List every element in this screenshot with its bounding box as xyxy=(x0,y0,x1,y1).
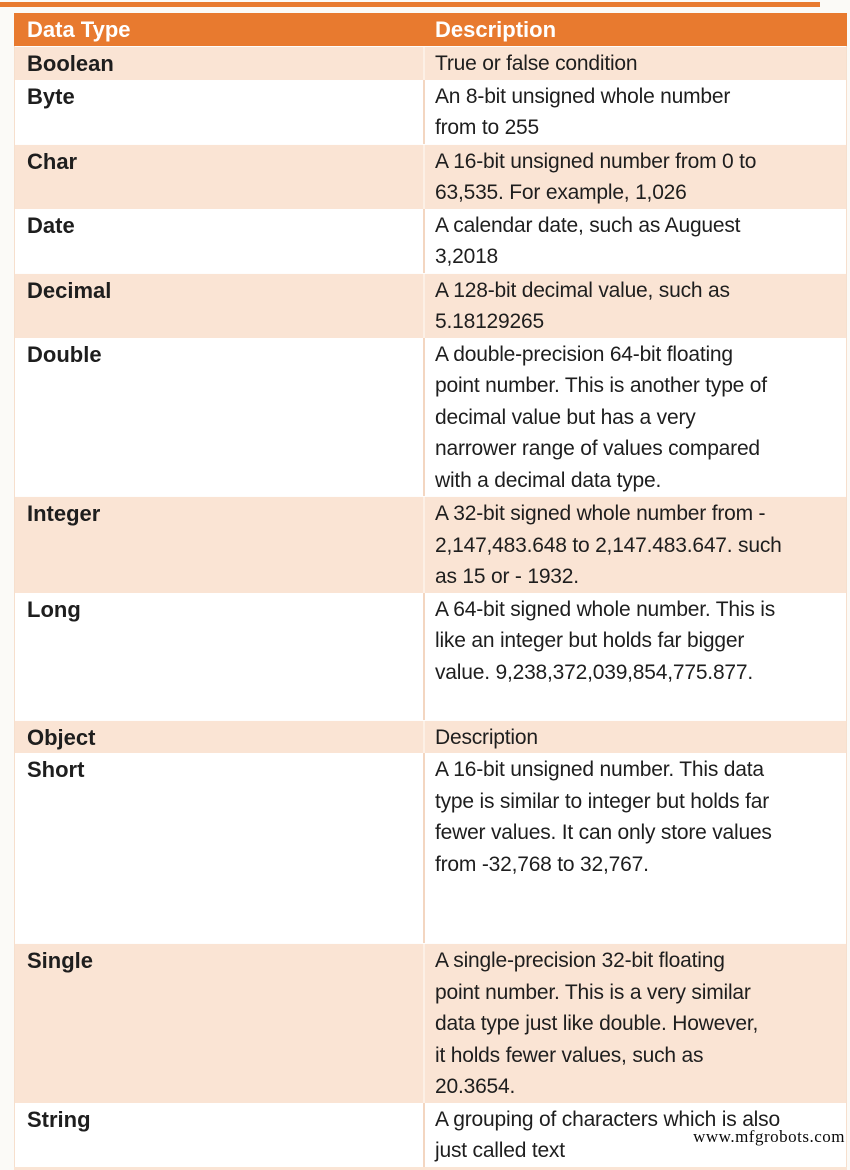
data-type-cell: Integer xyxy=(27,501,101,526)
header-data-type: Data Type xyxy=(27,17,131,42)
data-type-cell: Date xyxy=(27,212,75,238)
table-bottom-edge xyxy=(14,1166,847,1170)
description-cell: True or false condition xyxy=(423,47,846,80)
data-type-cell: Double xyxy=(27,341,102,367)
description-cell: A 128-bit decimal value, such as 5.18129… xyxy=(423,273,846,338)
table-row-date: Date A calendar date, such as Auguest 3,… xyxy=(15,208,846,273)
data-type-cell: String xyxy=(27,1106,91,1132)
table-header-row: Data Type Description xyxy=(14,13,847,46)
table-row-object: Object Description xyxy=(15,719,846,753)
data-type-cell: Single xyxy=(27,948,94,973)
description-cell: A calendar date, such as Auguest 3,2018 xyxy=(423,208,846,273)
data-types-table: Data Type Description Boolean True or fa… xyxy=(14,13,847,1170)
description-cell: A 64-bit signed whole number. This is li… xyxy=(423,592,846,720)
table-row-short: Short A 16-bit unsigned number. This dat… xyxy=(15,753,846,943)
table-row-double: Double A double-precision 64-bit floatin… xyxy=(15,337,846,496)
table-row-char: Char A 16-bit unsigned number from 0 to … xyxy=(15,143,846,209)
table-row-single: Single A single-precision 32-bit floatin… xyxy=(15,943,846,1103)
data-type-cell: Char xyxy=(27,148,78,174)
table-body: Boolean True or false condition Byte An … xyxy=(14,46,847,1167)
table-row-byte: Byte An 8-bit unsigned whole number from… xyxy=(15,79,846,144)
data-type-cell: Short xyxy=(27,757,85,782)
description-cell: A double-precision 64-bit floating point… xyxy=(423,337,846,496)
table-row-long: Long A 64-bit signed whole number. This … xyxy=(15,592,846,720)
description-cell: A 16-bit unsigned number. This data type… xyxy=(423,753,846,943)
table-row-integer: Integer A 32-bit signed whole number fro… xyxy=(15,496,846,593)
top-orange-strip xyxy=(0,2,820,7)
data-type-cell: Boolean xyxy=(27,51,114,76)
data-type-cell: Byte xyxy=(27,83,75,109)
description-cell: A single-precision 32-bit floating point… xyxy=(423,944,846,1103)
description-cell: A 16-bit unsigned number from 0 to 63,53… xyxy=(423,144,846,209)
watermark-text: www.mfgrobots.com xyxy=(693,1127,845,1146)
data-type-cell: Object xyxy=(27,724,96,750)
data-type-cell: Decimal xyxy=(27,277,112,303)
table-row-boolean: Boolean True or false condition xyxy=(15,46,846,80)
data-type-cell: Long xyxy=(27,596,81,622)
description-cell: A 32-bit signed whole number from - 2,14… xyxy=(423,497,846,593)
description-cell: Description xyxy=(423,720,846,753)
header-description: Description xyxy=(435,17,557,42)
description-cell: An 8-bit unsigned whole number from to 2… xyxy=(423,79,846,144)
table-row-decimal: Decimal A 128-bit decimal value, such as… xyxy=(15,272,846,338)
